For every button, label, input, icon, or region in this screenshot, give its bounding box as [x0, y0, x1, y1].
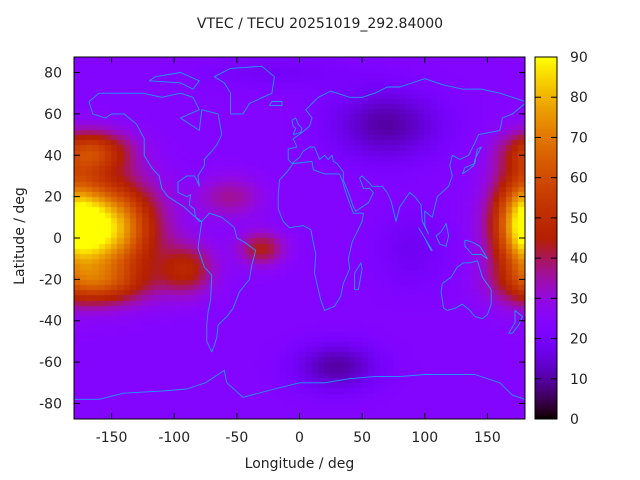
colorbar-border [534, 56, 558, 420]
coast-indonesia [418, 227, 433, 251]
coast-eurasia [287, 78, 526, 160]
y-axis-ticks: -80 -60 -40 -20 0 20 40 60 80 [39, 66, 525, 412]
coast-asia-south [287, 103, 526, 235]
coast-new-zealand [508, 310, 523, 334]
colorbar-tick-label: 50 [570, 211, 588, 227]
coast-australia [440, 260, 492, 320]
coast-africa [277, 161, 364, 311]
colorbar-tick-label: 70 [570, 130, 588, 146]
coast-north-america [88, 92, 223, 222]
x-axis-label: Longitude / deg [244, 456, 355, 472]
x-tick-label: 100 [411, 430, 438, 446]
y-tick-label: -60 [39, 355, 62, 371]
x-tick-label: -150 [96, 430, 128, 446]
coast-madagascar [354, 262, 363, 291]
coast-borneo [435, 223, 450, 247]
x-tick-label: 50 [353, 430, 371, 446]
y-tick-label: 20 [44, 190, 62, 206]
x-tick-label: 150 [474, 430, 501, 446]
colorbar-tick-label: 60 [570, 171, 588, 187]
y-tick-label: -80 [39, 396, 62, 412]
coast-japan [461, 146, 482, 175]
colorbar-ticks: 0 10 20 30 40 50 60 70 80 90 [535, 50, 588, 428]
colorbar-tick-label: 10 [570, 372, 588, 388]
plot-border [73, 56, 526, 420]
colorbar-tick-label: 0 [570, 412, 579, 428]
y-tick-label: -20 [39, 272, 62, 288]
y-tick-label: -40 [39, 314, 62, 330]
x-tick-label: 0 [295, 430, 304, 446]
coast-iceland [269, 101, 283, 107]
colorbar-tick-label: 20 [570, 332, 588, 348]
colorbar-tick-label: 90 [570, 50, 588, 66]
y-tick-label: 80 [44, 66, 62, 82]
plot-frame [73, 56, 558, 420]
y-tick-label: 60 [44, 107, 62, 123]
coast-new-guinea [464, 239, 488, 260]
colorbar-tick-label: 30 [570, 291, 588, 307]
x-axis-ticks: -150 -100 -50 0 50 100 150 [96, 57, 501, 446]
coast-britain [291, 117, 303, 136]
coast-antarctica [74, 369, 526, 400]
colorbar-tick-label: 40 [570, 251, 588, 267]
coast-greenland [213, 65, 275, 115]
colorbar-gradient [535, 57, 557, 419]
coastline-layer [74, 65, 526, 400]
chart-title: VTEC / TECU 20251019_292.84000 [196, 16, 444, 32]
y-tick-label: 40 [44, 148, 62, 164]
y-tick-label: 0 [53, 231, 62, 247]
coast-arctic-islands [148, 72, 200, 90]
x-tick-label: -100 [158, 430, 190, 446]
vtec-heatmap [74, 57, 525, 419]
y-axis-label: Latitude / deg [12, 187, 28, 285]
colorbar-tick-label: 80 [570, 90, 588, 106]
coast-south-america [197, 212, 257, 353]
x-tick-label: -50 [225, 430, 248, 446]
